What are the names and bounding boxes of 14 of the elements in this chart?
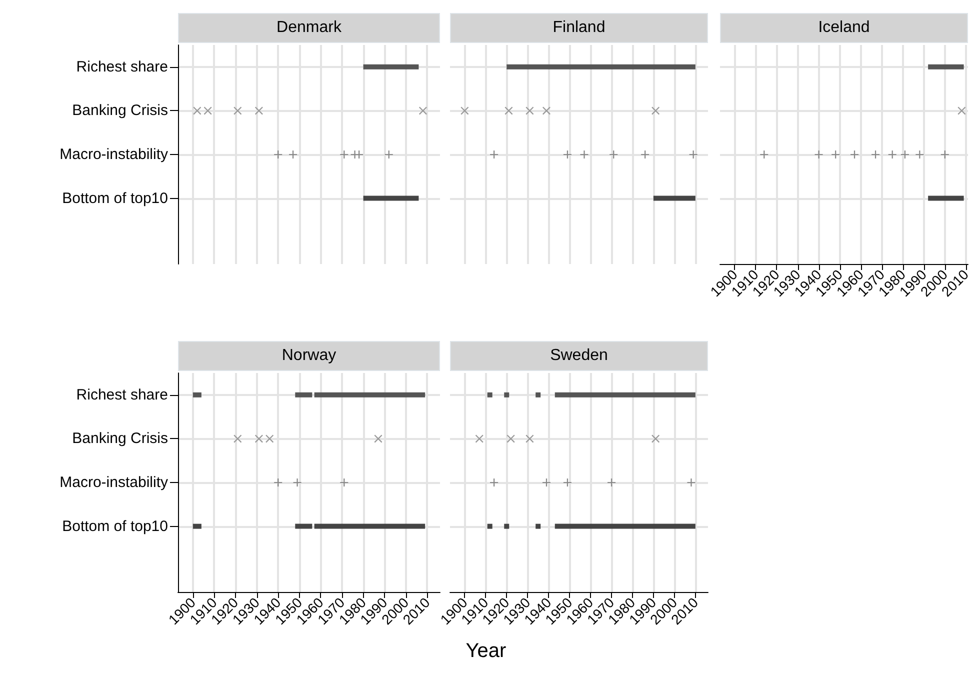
chart-title: Iceland <box>720 13 968 43</box>
y-tick-label: Banking Crisis <box>72 102 168 120</box>
chart-title: Finland <box>450 13 708 43</box>
chart-title: Sweden <box>450 341 708 371</box>
y-tick-label: Bottom of top10 <box>62 190 168 207</box>
y-tick-label: Richest share <box>76 58 168 76</box>
y-tick-label: Bottom of top10 <box>62 518 168 535</box>
chart-title: Denmark <box>178 13 440 43</box>
chart-title: Norway <box>178 341 440 371</box>
x-axis-title: Year <box>464 640 508 663</box>
y-tick-label: Macro-instability <box>60 474 168 491</box>
y-tick-label: Richest share <box>76 386 168 404</box>
y-tick-label: Macro-instability <box>60 146 168 163</box>
y-tick-label: Banking Crisis <box>72 430 168 448</box>
